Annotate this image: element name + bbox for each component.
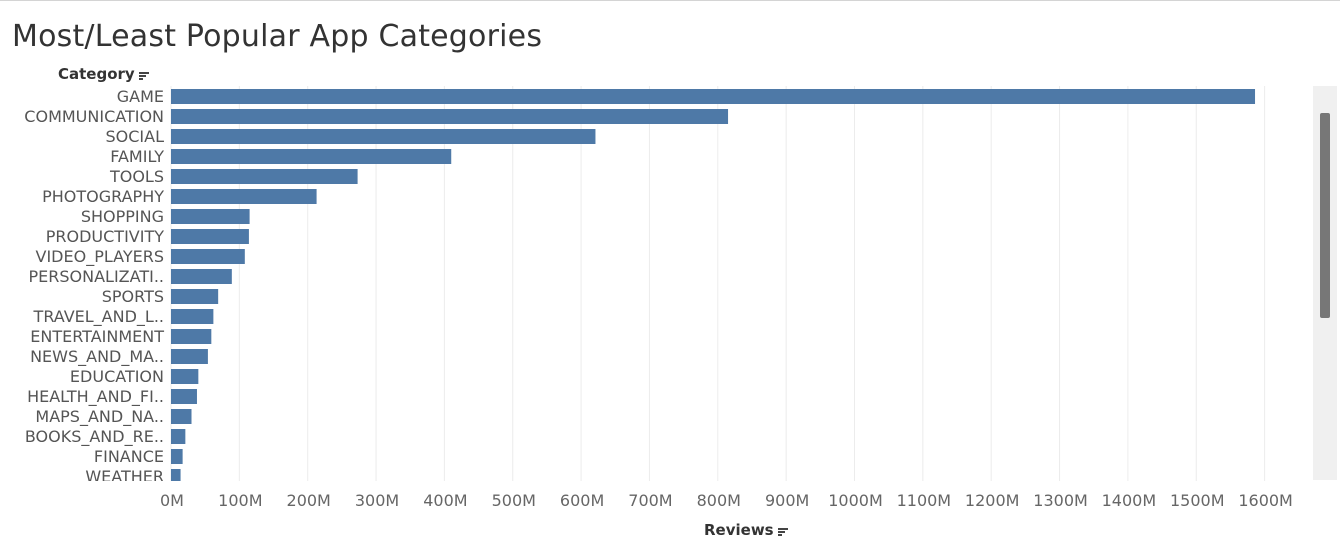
x-tick-label: 1400M (1102, 491, 1157, 510)
category-label[interactable]: BOOKS_AND_RE.. (25, 427, 164, 447)
bar-entertainment[interactable] (171, 329, 212, 344)
bar-tools[interactable] (171, 169, 358, 184)
category-label[interactable]: PERSONALIZATI.. (29, 267, 165, 286)
bar-news-and-ma[interactable] (171, 349, 208, 364)
bar-books-and-re[interactable] (171, 429, 186, 444)
category-label[interactable]: MAPS_AND_NA.. (35, 407, 164, 427)
category-label[interactable]: FINANCE (94, 447, 164, 466)
category-label[interactable]: HEALTH_AND_FI.. (27, 387, 164, 407)
category-label[interactable]: WEATHER (85, 467, 164, 486)
bar-sports[interactable] (171, 289, 219, 304)
page-title: Most/Least Popular App Categories (12, 19, 543, 54)
category-label[interactable]: GAME (117, 87, 164, 106)
bar-travel-and-l[interactable] (171, 309, 214, 324)
bar-social[interactable] (171, 129, 596, 144)
x-tick-label: 800M (697, 491, 741, 510)
bar-communication[interactable] (171, 109, 729, 124)
x-tick-label: 300M (355, 491, 399, 510)
grid-lines (170, 86, 1266, 481)
category-labels: GAMECOMMUNICATIONSOCIALFAMILYTOOLSPHOTOG… (24, 87, 165, 486)
bar-weather[interactable] (171, 469, 181, 484)
scrollbar-thumb[interactable] (1320, 113, 1330, 318)
bar-maps-and-na[interactable] (171, 409, 192, 424)
x-tick-label: 1000M (828, 491, 883, 510)
bar-education[interactable] (171, 369, 199, 384)
bar-family[interactable] (171, 149, 452, 164)
category-axis-header[interactable]: Category (58, 65, 149, 83)
x-tick-label: 700M (628, 491, 672, 510)
category-label[interactable]: EDUCATION (70, 367, 164, 386)
category-label[interactable]: ENTERTAINMENT (30, 327, 164, 346)
category-label[interactable]: NEWS_AND_MA.. (30, 347, 164, 367)
x-tick-label: 100M (218, 491, 262, 510)
category-axis-label: Category (58, 65, 135, 83)
category-label[interactable]: SPORTS (102, 287, 164, 306)
reviews-axis-header[interactable]: Reviews (704, 521, 788, 539)
category-label[interactable]: VIDEO_PLAYERS (36, 247, 164, 267)
x-tick-label: 1600M (1238, 491, 1293, 510)
category-label[interactable]: PRODUCTIVITY (46, 227, 164, 246)
x-tick-label: 600M (560, 491, 604, 510)
bar-chart: GAMECOMMUNICATIONSOCIALFAMILYTOOLSPHOTOG… (24, 86, 1293, 510)
bar-photography[interactable] (171, 189, 317, 204)
category-label[interactable]: TOOLS (109, 167, 164, 186)
sort-icon[interactable] (138, 71, 149, 81)
sort-icon[interactable] (777, 527, 788, 537)
category-label[interactable]: TRAVEL_AND_L.. (33, 307, 164, 327)
x-tick-label: 900M (765, 491, 809, 510)
x-tick-label: 400M (423, 491, 467, 510)
bars (171, 89, 1256, 484)
vertical-scrollbar[interactable] (1313, 86, 1337, 480)
bar-personalizati[interactable] (171, 269, 232, 284)
x-tick-label: 1500M (1170, 491, 1225, 510)
x-tick-label: 200M (287, 491, 331, 510)
x-tick-label: 500M (492, 491, 536, 510)
x-tick-label: 1200M (965, 491, 1020, 510)
category-label[interactable]: SOCIAL (106, 127, 165, 146)
category-label[interactable]: SHOPPING (81, 207, 164, 226)
bar-finance[interactable] (171, 449, 183, 464)
bar-game[interactable] (171, 89, 1256, 104)
category-label[interactable]: PHOTOGRAPHY (42, 187, 164, 206)
reviews-axis-label: Reviews (704, 521, 774, 539)
bar-productivity[interactable] (171, 229, 249, 244)
x-tick-label: 1300M (1033, 491, 1088, 510)
bar-shopping[interactable] (171, 209, 250, 224)
bar-video-players[interactable] (171, 249, 245, 264)
category-label[interactable]: FAMILY (110, 147, 164, 166)
category-label[interactable]: COMMUNICATION (24, 107, 164, 126)
bar-health-and-fi[interactable] (171, 389, 197, 404)
x-tick-label: 0M (160, 491, 184, 510)
x-tick-label: 1100M (897, 491, 952, 510)
x-tick-labels: 0M 100M 200M 300M 400M 500M 600M 700M 800M 900M 10… (160, 491, 1293, 510)
